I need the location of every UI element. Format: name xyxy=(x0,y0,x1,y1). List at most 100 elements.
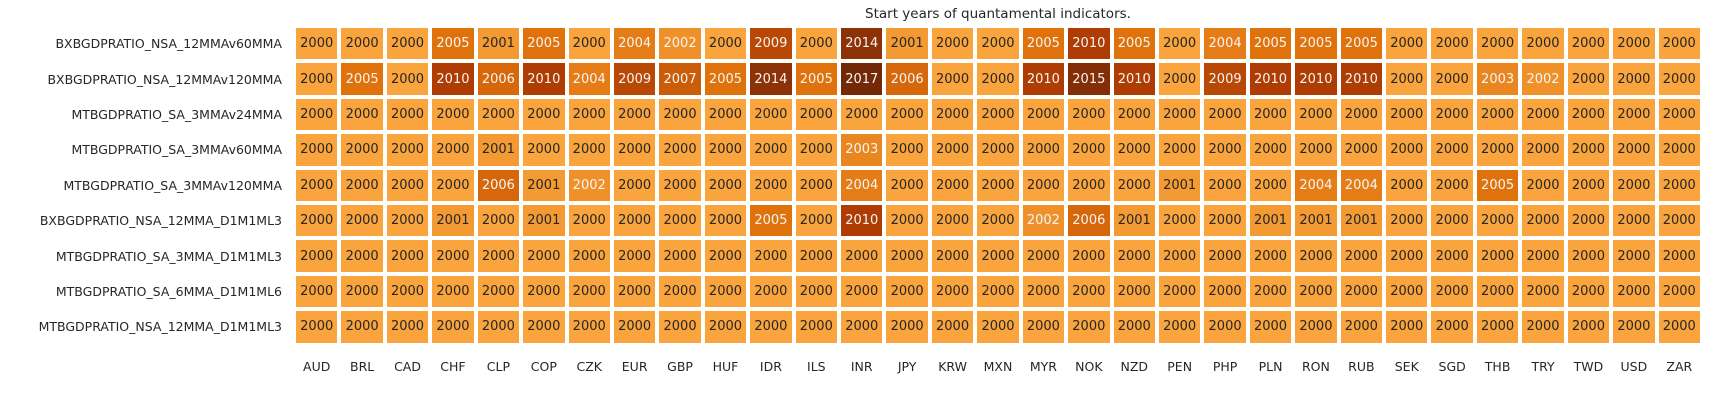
heatmap-cell: 2006 xyxy=(886,63,928,95)
heatmap-cell: 2000 xyxy=(886,240,928,272)
heatmap-cell: 2000 xyxy=(886,275,928,308)
column-label: PHP xyxy=(1212,358,1238,374)
row-label: BXBGDPRATIO_NSA_12MMAv60MMA xyxy=(55,36,282,52)
heatmap-cell: 2000 xyxy=(750,311,792,343)
heatmap-cell: 2000 xyxy=(1204,240,1246,272)
heatmap-cell: 2009 xyxy=(613,63,656,95)
row-label: MTBGDPRATIO_SA_3MMAv60MMA xyxy=(71,142,282,158)
heatmap-cell: 2000 xyxy=(1295,275,1337,308)
heatmap-cell: 2000 xyxy=(341,204,383,237)
chart-title: Start years of quantamental indicators. xyxy=(865,6,1131,22)
heatmap-cell: 2000 xyxy=(977,98,1019,131)
heatmap-cell: 2000 xyxy=(1567,275,1610,308)
row-label: MTBGDPRATIO_NSA_12MMA_D1M1ML3 xyxy=(38,319,282,335)
heatmap-cell: 2000 xyxy=(1068,275,1110,308)
column-label: KRW xyxy=(938,358,967,374)
heatmap-cell: 2005 xyxy=(1249,28,1292,60)
heatmap-cell: 2000 xyxy=(1204,311,1246,343)
heatmap-cell: 2000 xyxy=(477,204,520,237)
heatmap-cell: 2000 xyxy=(1658,240,1700,272)
column-label: BRL xyxy=(350,358,375,374)
heatmap-cell: 2000 xyxy=(1658,169,1700,201)
heatmap-cell: 2010 xyxy=(841,204,883,237)
column-label: IDR xyxy=(759,358,782,374)
heatmap-cell: 2000 xyxy=(1295,98,1337,131)
heatmap-cell: 2000 xyxy=(1113,169,1155,201)
heatmap-cell: 2000 xyxy=(341,240,383,272)
heatmap-cell: 2000 xyxy=(931,240,974,272)
row-label: MTBGDPRATIO_SA_3MMAv120MMA xyxy=(63,177,282,193)
heatmap-cell: 2000 xyxy=(477,98,520,131)
heatmap-cell: 2000 xyxy=(1386,275,1428,308)
heatmap-cell: 2000 xyxy=(977,275,1019,308)
heatmap-cell: 2000 xyxy=(1522,134,1564,166)
heatmap-cell: 2000 xyxy=(1249,98,1292,131)
heatmap-cell: 2000 xyxy=(432,311,474,343)
column-label: TRY xyxy=(1531,358,1555,374)
heatmap-cell: 2000 xyxy=(795,28,838,60)
heatmap-cell: 2000 xyxy=(1658,63,1700,95)
heatmap-cell: 2005 xyxy=(1022,28,1065,60)
heatmap-cell: 2000 xyxy=(704,98,747,131)
heatmap-cell: 2005 xyxy=(750,204,792,237)
heatmap-cell: 2000 xyxy=(1158,240,1201,272)
heatmap-cell: 2000 xyxy=(1340,134,1383,166)
heatmap-cell: 2000 xyxy=(1431,275,1473,308)
heatmap-cell: 2000 xyxy=(659,240,701,272)
heatmap-cell: 2000 xyxy=(1158,98,1201,131)
heatmap-cell: 2000 xyxy=(1340,240,1383,272)
heatmap-cell: 2000 xyxy=(977,28,1019,60)
heatmap-cell: 2000 xyxy=(1567,134,1610,166)
heatmap-cell: 2000 xyxy=(795,204,838,237)
heatmap-cell: 2010 xyxy=(1249,63,1292,95)
heatmap-cell: 2015 xyxy=(1068,63,1110,95)
heatmap-cell: 2000 xyxy=(1567,98,1610,131)
axis-corner xyxy=(0,347,292,378)
heatmap-cell: 2000 xyxy=(1476,28,1519,60)
heatmap-cell: 2000 xyxy=(1431,98,1473,131)
heatmap-cell: 2000 xyxy=(1431,169,1473,201)
heatmap-cell: 2000 xyxy=(704,204,747,237)
heatmap-cell: 2000 xyxy=(432,240,474,272)
heatmap-cell: 2007 xyxy=(659,63,701,95)
heatmap-cell: 2000 xyxy=(1204,98,1246,131)
column-label: PEN xyxy=(1167,358,1193,374)
heatmap-cell: 2000 xyxy=(1113,311,1155,343)
heatmap-cell: 2000 xyxy=(1476,204,1519,237)
heatmap-cell: 2000 xyxy=(704,275,747,308)
heatmap-cell: 2000 xyxy=(568,98,610,131)
heatmap-cell: 2000 xyxy=(1431,28,1473,60)
column-label: TWD xyxy=(1573,358,1604,374)
heatmap-cell: 2000 xyxy=(1431,311,1473,343)
heatmap-cell: 2010 xyxy=(1340,63,1383,95)
heatmap-cell: 2010 xyxy=(1022,63,1065,95)
heatmap-cell: 2000 xyxy=(841,98,883,131)
heatmap-cell: 2000 xyxy=(1295,240,1337,272)
heatmap-cell: 2014 xyxy=(750,63,792,95)
heatmap-cell: 2000 xyxy=(1431,63,1473,95)
heatmap-cell: 2000 xyxy=(659,204,701,237)
row-label: MTBGDPRATIO_SA_6MMA_D1M1ML6 xyxy=(55,283,282,299)
heatmap-cell: 2005 xyxy=(1295,28,1337,60)
heatmap-cell: 2000 xyxy=(977,134,1019,166)
heatmap-cell: 2000 xyxy=(613,240,656,272)
heatmap-cell: 2000 xyxy=(613,98,656,131)
heatmap-cell: 2000 xyxy=(1431,134,1473,166)
heatmap-cell: 2000 xyxy=(1431,240,1473,272)
heatmap-cell: 2000 xyxy=(931,28,974,60)
heatmap-cell: 2005 xyxy=(795,63,838,95)
heatmap-cell: 2010 xyxy=(523,63,565,95)
heatmap-cell: 2001 xyxy=(477,28,520,60)
heatmap-cell: 2000 xyxy=(477,240,520,272)
heatmap-cell: 2000 xyxy=(1522,28,1564,60)
heatmap-cell: 2000 xyxy=(1658,28,1700,60)
heatmap-cell: 2002 xyxy=(1022,204,1065,237)
heatmap-cell: 2000 xyxy=(1658,134,1700,166)
heatmap-cell: 2000 xyxy=(704,134,747,166)
heatmap-cell: 2000 xyxy=(1158,275,1201,308)
heatmap-cell: 2000 xyxy=(1113,240,1155,272)
column-label: EUR xyxy=(621,358,648,374)
heatmap-cell: 2000 xyxy=(1022,134,1065,166)
heatmap-cell: 2000 xyxy=(1567,311,1610,343)
column-label: ZAR xyxy=(1666,358,1693,374)
